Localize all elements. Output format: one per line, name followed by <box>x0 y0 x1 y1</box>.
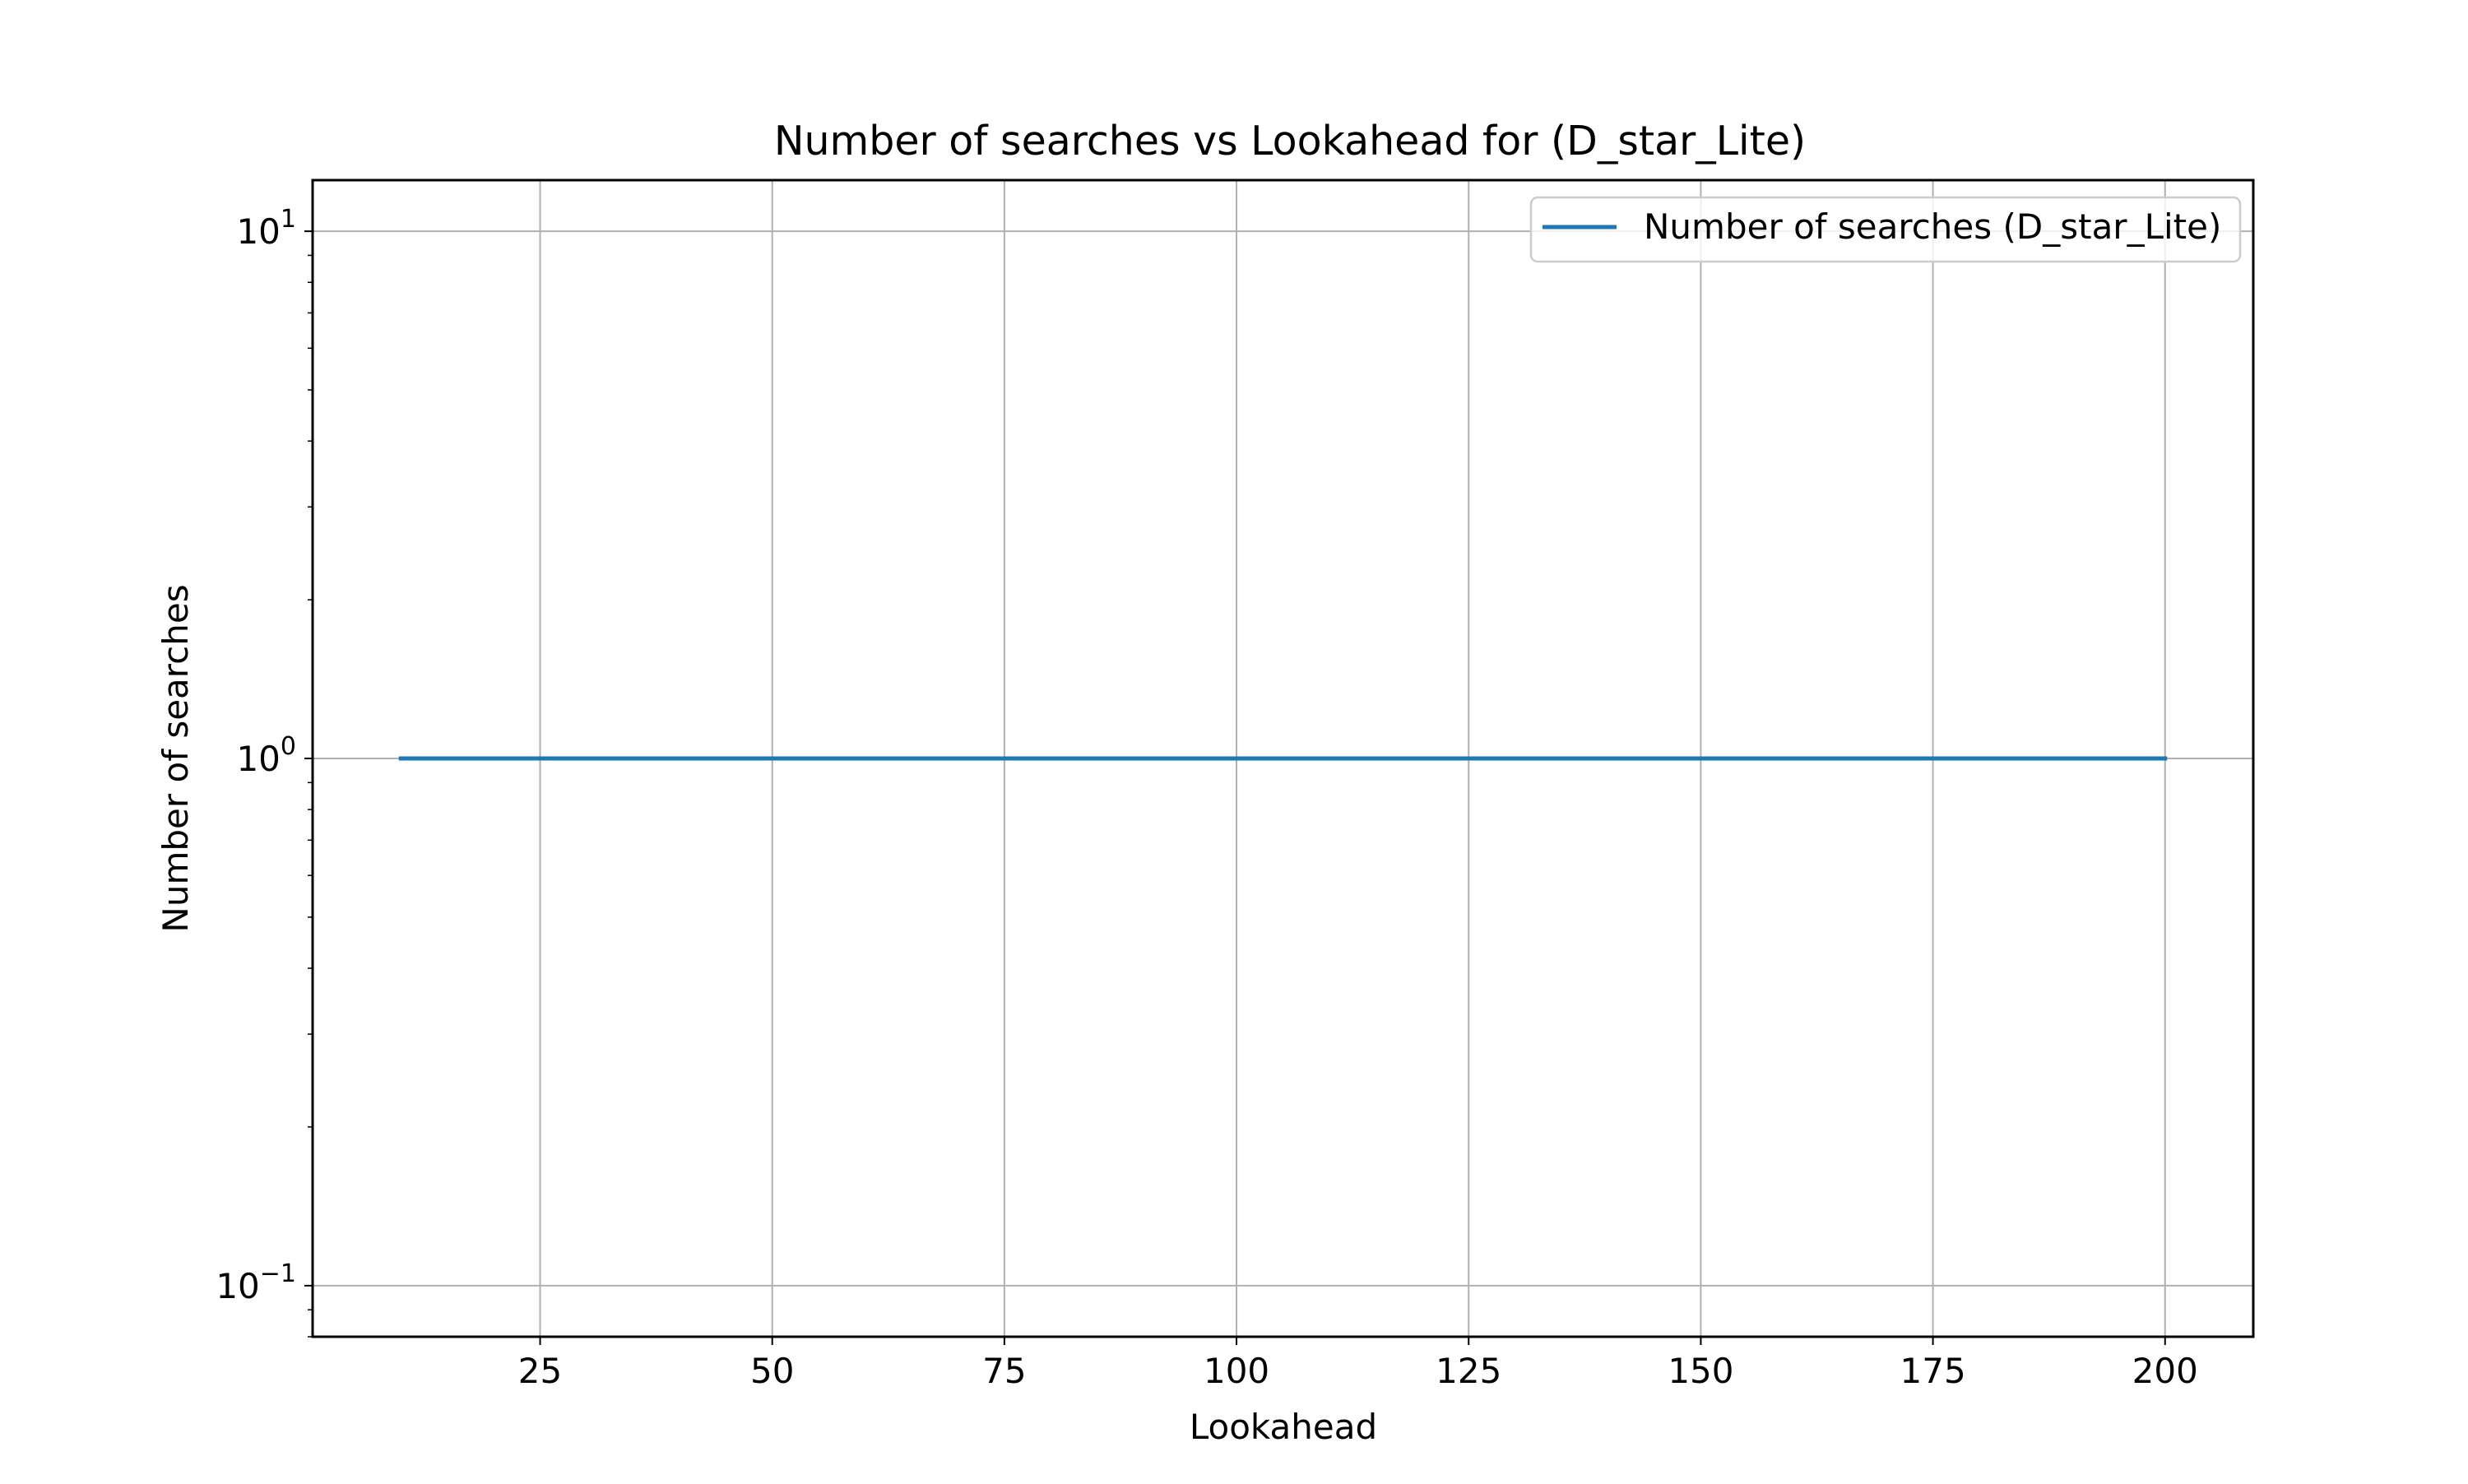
x-tick-label: 100 <box>1204 1351 1269 1391</box>
legend-frame <box>1529 196 2242 263</box>
x-axis-ticks: 25 50 75 100 125 150 175 200 <box>518 1337 2198 1391</box>
x-tick-label: 175 <box>1900 1351 1966 1391</box>
x-axis-label: Lookahead <box>1190 1407 1377 1447</box>
x-tick-label: 75 <box>982 1351 1026 1391</box>
y-tick-label: 100 <box>236 732 296 779</box>
x-tick-label: 125 <box>1436 1351 1501 1391</box>
x-tick-label: 50 <box>750 1351 794 1391</box>
x-tick-label: 25 <box>518 1351 562 1391</box>
y-tick-label: 101 <box>236 205 296 252</box>
y-axis-ticks: 10−1 100 101 <box>216 205 313 1306</box>
x-tick-label: 200 <box>2132 1351 2198 1391</box>
legend-label: Number of searches (D_star_Lite) <box>1644 206 2221 247</box>
y-tick-label: 10−1 <box>216 1259 296 1306</box>
chart-title: Number of searches vs Lookahead for (D_s… <box>774 118 1806 165</box>
y-axis-label: Number of searches <box>155 584 196 932</box>
legend: Number of searches (D_star_Lite) <box>1529 196 2242 263</box>
x-tick-label: 150 <box>1668 1351 1733 1391</box>
